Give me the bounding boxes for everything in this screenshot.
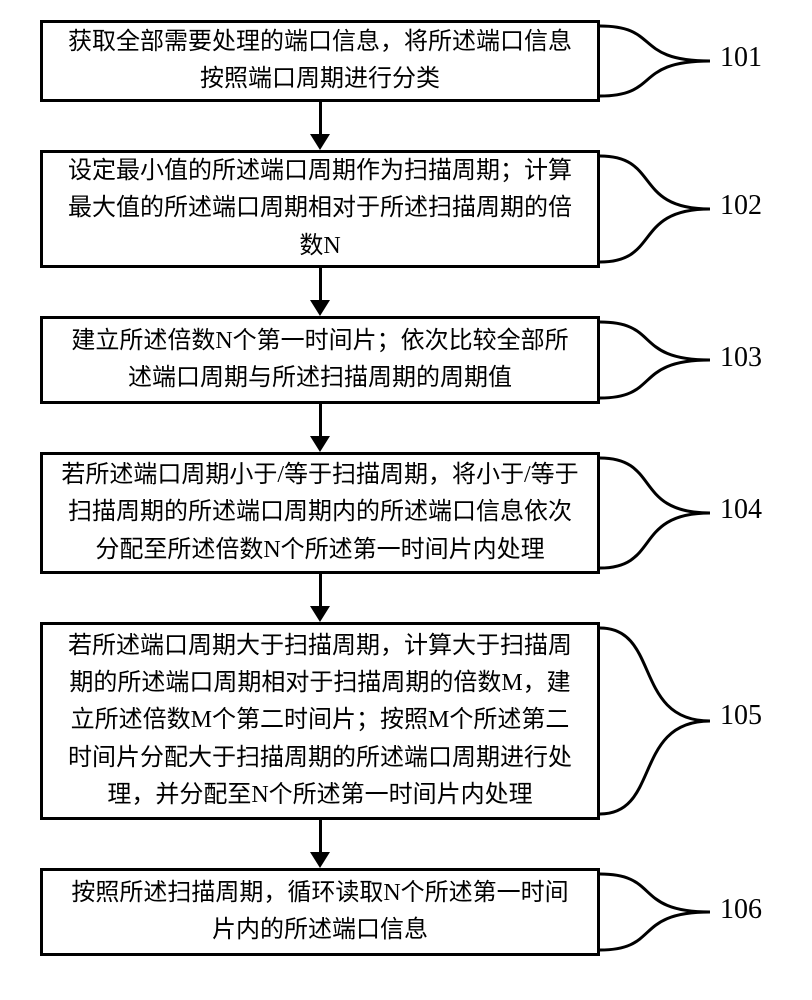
arrow-line-102 — [319, 268, 322, 300]
arrow-head-icon — [310, 852, 330, 868]
step-label-105: 105 — [720, 700, 762, 732]
step-box-105: 若所述端口周期大于扫描周期，计算大于扫描周期的所述端口周期相对于扫描周期的倍数M… — [40, 622, 600, 820]
step-label-104: 104 — [720, 494, 762, 526]
step-box-104: 若所述端口周期小于/等于扫描周期，将小于/等于扫描周期的所述端口周期内的所述端口… — [40, 452, 600, 574]
step-label-106: 106 — [720, 894, 762, 926]
arrow-head-icon — [310, 436, 330, 452]
step-label-102: 102 — [720, 190, 762, 222]
step-box-106: 按照所述扫描周期，循环读取N个所述第一时间片内的所述端口信息 — [40, 868, 600, 956]
step-box-102: 设定最小值的所述端口周期作为扫描周期；计算最大值的所述端口周期相对于所述扫描周期… — [40, 150, 600, 268]
connector-106 — [600, 868, 710, 956]
connector-104 — [600, 452, 710, 574]
arrow-head-icon — [310, 606, 330, 622]
step-text-105: 若所述端口周期大于扫描周期，计算大于扫描周期的所述端口周期相对于扫描周期的倍数M… — [61, 628, 579, 814]
arrow-line-104 — [319, 574, 322, 606]
arrow-line-101 — [319, 102, 322, 134]
step-text-104: 若所述端口周期小于/等于扫描周期，将小于/等于扫描周期的所述端口周期内的所述端口… — [61, 457, 579, 569]
step-label-103: 103 — [720, 342, 762, 374]
step-text-102: 设定最小值的所述端口周期作为扫描周期；计算最大值的所述端口周期相对于所述扫描周期… — [61, 153, 579, 265]
step-text-101: 获取全部需要处理的端口信息，将所述端口信息按照端口周期进行分类 — [61, 24, 579, 98]
arrow-head-icon — [310, 134, 330, 150]
arrow-head-icon — [310, 300, 330, 316]
connector-105 — [600, 622, 710, 820]
connector-101 — [600, 20, 710, 102]
connector-102 — [600, 150, 710, 268]
step-box-101: 获取全部需要处理的端口信息，将所述端口信息按照端口周期进行分类 — [40, 20, 600, 102]
step-text-106: 按照所述扫描周期，循环读取N个所述第一时间片内的所述端口信息 — [61, 875, 579, 949]
flowchart-canvas: 获取全部需要处理的端口信息，将所述端口信息按照端口周期进行分类 101 设定最小值… — [0, 0, 812, 1000]
step-label-101: 101 — [720, 42, 762, 74]
connector-103 — [600, 316, 710, 404]
step-box-103: 建立所述倍数N个第一时间片；依次比较全部所述端口周期与所述扫描周期的周期值 — [40, 316, 600, 404]
step-text-103: 建立所述倍数N个第一时间片；依次比较全部所述端口周期与所述扫描周期的周期值 — [61, 323, 579, 397]
arrow-line-103 — [319, 404, 322, 436]
arrow-line-105 — [319, 820, 322, 852]
